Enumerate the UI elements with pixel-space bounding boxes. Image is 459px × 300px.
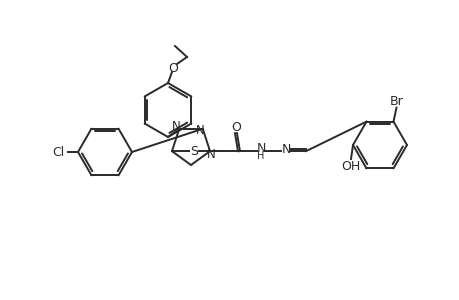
Text: N: N: [206, 148, 215, 161]
Text: O: O: [168, 61, 178, 74]
Text: N: N: [195, 124, 204, 137]
Text: S: S: [190, 145, 197, 158]
Text: H: H: [257, 151, 264, 161]
Text: N: N: [281, 143, 290, 156]
Text: Br: Br: [389, 95, 403, 108]
Text: N: N: [256, 142, 265, 155]
Text: OH: OH: [341, 160, 360, 172]
Text: O: O: [230, 121, 241, 134]
Text: N: N: [172, 120, 180, 133]
Text: Cl: Cl: [52, 146, 64, 158]
